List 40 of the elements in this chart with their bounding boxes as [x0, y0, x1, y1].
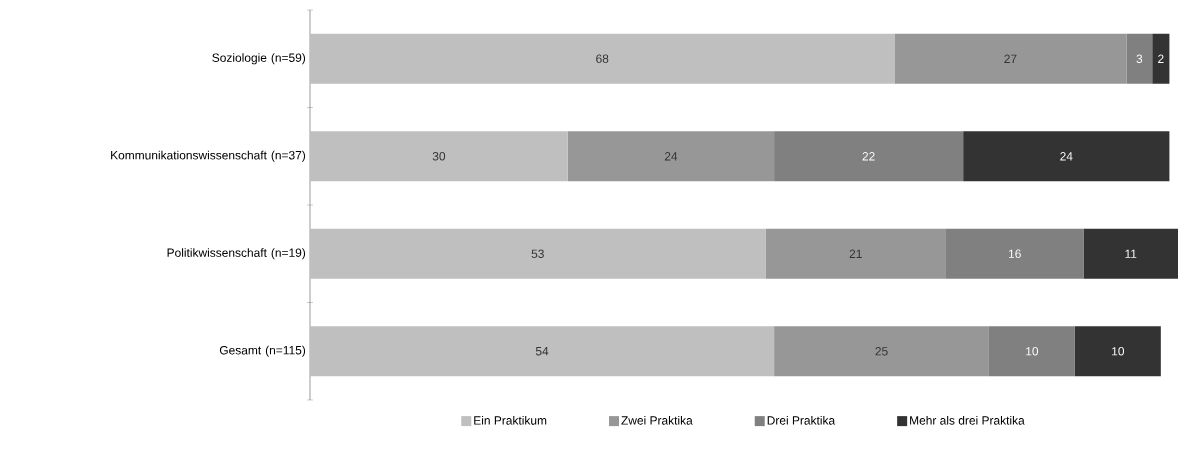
- y-tick-label: Politikwissenschaft (n=19): [167, 248, 306, 260]
- y-tick-label: Gesamt (n=115): [219, 345, 306, 357]
- bar: [894, 33, 1127, 84]
- bar: [774, 131, 964, 182]
- bar: [310, 326, 775, 377]
- bar: [988, 326, 1075, 377]
- legend-label: Drei Praktika: [767, 415, 836, 425]
- data-label: 24: [664, 152, 678, 161]
- bar: [945, 228, 1084, 279]
- data-label: 25: [875, 347, 888, 356]
- data-label: 21: [849, 249, 862, 258]
- bar: [1126, 33, 1153, 84]
- data-label: 10: [1026, 347, 1039, 356]
- bar: [963, 131, 1170, 182]
- y-tick-label: Kommunikationswissenschaft (n=37): [111, 150, 306, 162]
- data-label: 3: [1136, 54, 1143, 63]
- data-label: 27: [1004, 54, 1017, 63]
- bar: [774, 326, 989, 377]
- legend-label: Zwei Praktika: [621, 415, 693, 425]
- data-label: 24: [1060, 152, 1073, 161]
- bar: [1152, 33, 1170, 84]
- data-label: 68: [596, 54, 609, 63]
- data-label: 2: [1158, 54, 1164, 63]
- bar: [765, 228, 946, 279]
- legend-label: Mehr als drei Praktika: [910, 415, 1025, 425]
- data-label: 22: [862, 152, 875, 161]
- data-label: 10: [1112, 347, 1125, 356]
- data-label: 54: [535, 347, 549, 356]
- data-label: 11: [1125, 249, 1137, 258]
- data-label: 30: [432, 152, 446, 161]
- bar: [1083, 228, 1179, 279]
- legend-label: Ein Praktikum: [474, 415, 547, 425]
- y-tick-label: Soziologie (n=59): [212, 53, 306, 65]
- bar: [310, 131, 568, 182]
- bar: [310, 228, 766, 279]
- bar: [1074, 326, 1161, 377]
- bar: [567, 131, 775, 182]
- data-label: 53: [531, 249, 544, 258]
- data-label: 16: [1008, 249, 1021, 258]
- bar: [310, 33, 895, 84]
